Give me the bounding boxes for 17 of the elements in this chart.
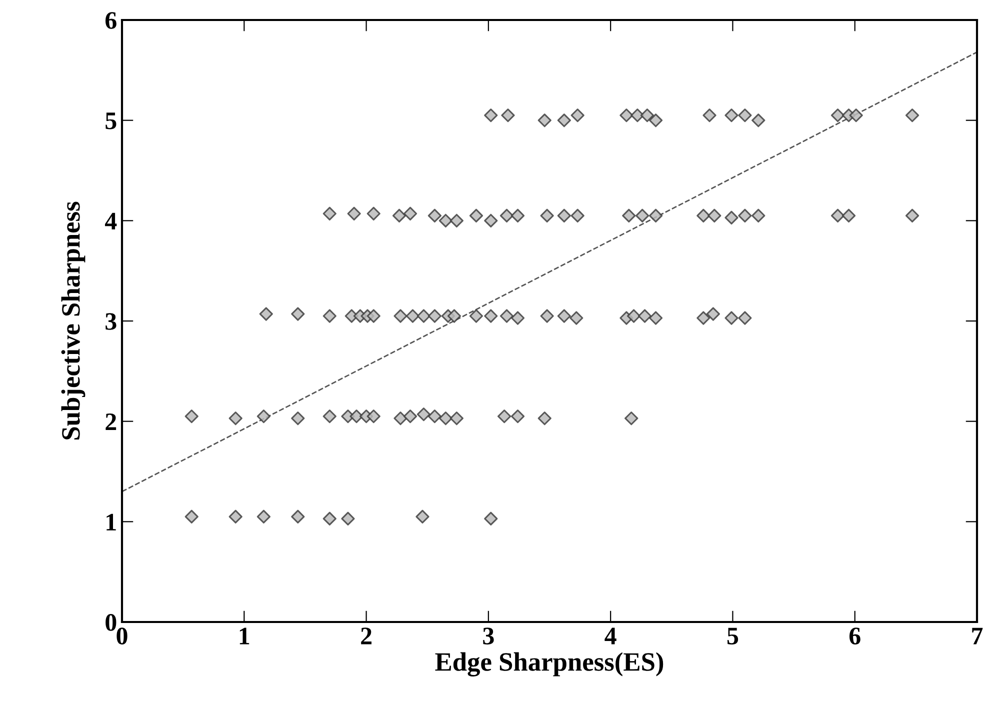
x-tick-label: 4: [604, 628, 616, 644]
y-tick-label: 5: [106, 112, 116, 130]
y-tick-label: 2: [106, 413, 116, 430]
y-tick-label: 1: [106, 514, 116, 530]
x-tick-label: 6: [849, 628, 860, 644]
x-axis-title: Edge Sharpness(ES): [435, 652, 664, 676]
y-tick-label: 3: [106, 313, 116, 330]
x-tick-label: 0: [116, 628, 128, 644]
x-tick-label: 5: [727, 628, 738, 644]
y-axis-title: Subjective Sharpness: [61, 202, 86, 440]
x-tick-label: 2: [361, 628, 372, 644]
y-tick-label: 4: [104, 212, 117, 230]
y-tick-label: 0: [106, 614, 116, 631]
y-tick-label: 6: [105, 12, 116, 29]
x-tick-label: 7: [972, 628, 983, 644]
x-tick-label: 3: [483, 628, 494, 644]
x-tick-label: 1: [240, 628, 250, 644]
